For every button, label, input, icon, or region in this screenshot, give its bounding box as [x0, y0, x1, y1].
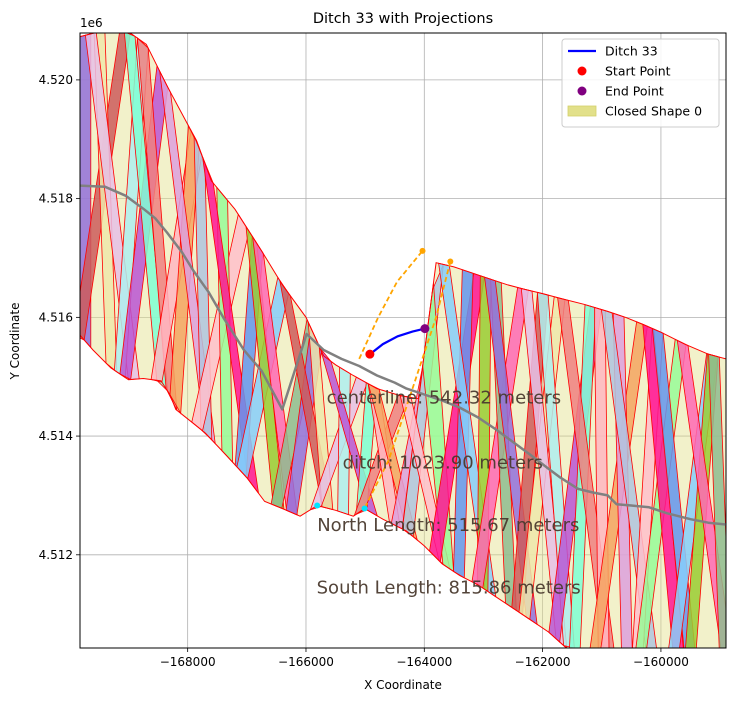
start-point-marker [365, 349, 375, 359]
plot-frame [79, 32, 727, 649]
legend-swatch-point [577, 66, 587, 76]
legend-entry-label: End Point [605, 84, 664, 99]
x-tick-label: −160000 [633, 655, 689, 669]
projection-point [361, 505, 368, 512]
centerline [80, 184, 726, 526]
annotation-text: centerline: 542.32 meters [327, 387, 561, 408]
x-tick-label: −166000 [278, 655, 334, 669]
annotation-text: ditch: 1023.90 meters [343, 453, 543, 474]
chart-title: Ditch 33 with Projections [313, 11, 493, 27]
boundary-top-edge [80, 33, 726, 400]
y-tick-label: 4.518 [39, 192, 73, 206]
y-tick-label: 4.514 [39, 429, 73, 443]
north-projection-line [358, 250, 424, 360]
x-tick-label: −164000 [396, 655, 452, 669]
y-tick-label: 4.520 [39, 73, 73, 87]
legend: Ditch 33 Start Point End Point Closed Shape… [561, 38, 720, 128]
annotation-text: North Length: 515.67 meters [317, 515, 579, 536]
south-projection-endpoint [447, 258, 454, 265]
y-offset-label: 1e6 [80, 16, 103, 30]
annotation-text: South Length: 815.86 meters [317, 577, 581, 598]
legend-entry-label: Start Point [605, 64, 671, 79]
y-axis-title: Y Coordinate [8, 303, 22, 381]
legend-entry-label: Ditch 33 [605, 44, 658, 59]
closed-shape-fill [80, 33, 726, 648]
y-tick-label: 4.512 [39, 548, 73, 562]
end-point-marker [420, 324, 430, 334]
ditch-33-line [369, 327, 426, 356]
north-projection-endpoint [419, 247, 426, 254]
x-axis: −168000 −166000 −164000 −162000 −160000 [160, 648, 689, 669]
annotations: centerline: 542.32 meters ditch: 1023.90 … [317, 387, 581, 598]
projection-point [314, 502, 321, 509]
south-projection-line [364, 261, 452, 508]
plot-area [80, 33, 726, 648]
x-axis-title: X Coordinate [364, 678, 442, 692]
legend-swatch-point [577, 86, 587, 96]
y-axis: 4.512 4.514 4.516 4.518 4.520 [39, 73, 80, 562]
y-tick-label: 4.516 [39, 310, 73, 324]
legend-entry-label: Closed Shape 0 [605, 104, 702, 119]
x-tick-label: −162000 [515, 655, 571, 669]
legend-box [561, 38, 720, 128]
x-tick-label: −168000 [160, 655, 216, 669]
legend-swatch-patch [567, 105, 597, 117]
